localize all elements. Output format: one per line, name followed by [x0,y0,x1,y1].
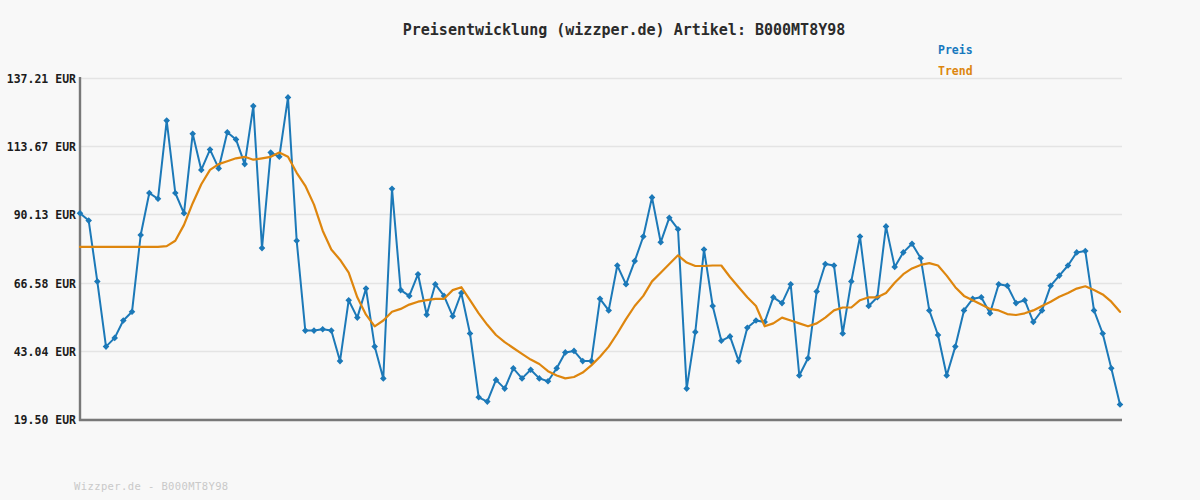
preis-markers [77,94,1124,408]
y-tick-label: 66.58 EUR [14,277,76,291]
y-tick-label: 90.13 EUR [14,208,76,222]
preis-line [80,97,1120,404]
price-chart: 137.21 EUR 113.67 EUR 90.13 EUR 66.58 EUR 43… [0,0,1200,500]
y-tick-label: 113.67 EUR [7,140,76,154]
footer-watermark: Wizzper.de - B000MT8Y98 [74,480,229,492]
y-tick-label: 137.21 EUR [7,72,76,86]
y-tick-label: 43.04 EUR [14,345,76,359]
page-background: Preisentwicklung (wizzper.de) Artikel: B… [0,0,1200,500]
trend-line [80,153,1120,379]
y-tick-label: 19.50 EUR [14,413,76,427]
